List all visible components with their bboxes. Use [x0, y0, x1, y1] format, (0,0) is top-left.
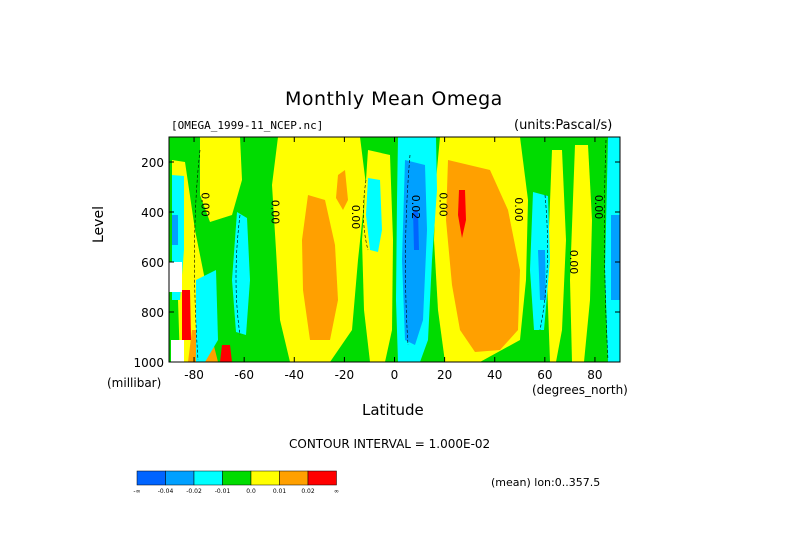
contour-label: 0.00: [199, 192, 212, 217]
colorbar-level-label: 0.01: [273, 488, 287, 495]
contour-region: [182, 290, 191, 340]
contour-label: 0.00: [349, 205, 362, 230]
x-axis-unit: (degrees_north): [532, 383, 628, 397]
x-tick-label: -80: [184, 368, 204, 382]
colorbar-swatch: [307, 470, 337, 486]
x-tick-label: 20: [437, 368, 452, 382]
contour-region: [336, 170, 348, 210]
colorbar-swatch: [136, 470, 166, 486]
x-tick-label: -20: [335, 368, 355, 382]
y-tick-label: 200: [141, 156, 164, 170]
colorbar-level-label: -0.02: [186, 488, 202, 495]
colorbar-swatch: [193, 470, 223, 486]
contour-region: [538, 250, 546, 300]
y-tick-label: 800: [141, 306, 164, 320]
x-tick-label: 80: [587, 368, 602, 382]
colorbar-level-label: -0.01: [215, 488, 231, 495]
contour-region: [413, 210, 419, 250]
filled-contours: [169, 137, 620, 362]
colorbar-level-label: -∞: [133, 488, 140, 495]
contour-region: [366, 178, 382, 252]
contour-region: [220, 345, 232, 362]
contour-region: [570, 145, 592, 362]
x-tick-label: 40: [487, 368, 502, 382]
contour-region: [458, 190, 466, 238]
contour-labels: 0.00 0.00 0.00 0.02 0.00 0.00 0.00 0.00: [199, 192, 605, 274]
y-tick-label: 600: [141, 256, 164, 270]
contour-region: [402, 160, 427, 345]
contour-region: [196, 270, 218, 362]
contour-region: [172, 215, 178, 245]
y-tick-label: 1000: [133, 356, 164, 370]
colorbar-swatch: [279, 470, 309, 486]
colorbar-level-label: ∞: [334, 488, 339, 495]
contour-region: [200, 137, 242, 222]
units-label: (units:Pascal/s): [514, 118, 613, 133]
x-tick-label: -60: [234, 368, 254, 382]
missing-data-area: [171, 340, 184, 362]
colorbar-swatch: [250, 470, 280, 486]
y-axis-label: Level: [91, 206, 107, 243]
contour-line: [604, 139, 609, 361]
y-axis-unit: (millibar): [107, 376, 162, 390]
axis-ticks: -80 -60 -40 -20 0 20 40 60 80 200 400 600 800 1000: [133, 137, 620, 382]
colorbar-level-label: 0.02: [301, 488, 315, 495]
contour-region: [611, 215, 620, 300]
file-name-label: [OMEGA_1999-11_NCEP.nc]: [171, 119, 324, 132]
contour-label: 0.02: [409, 195, 422, 220]
contour-line: [194, 149, 201, 361]
x-tick-label: -40: [284, 368, 304, 382]
contour-label: 0.00: [512, 197, 525, 222]
contour-line: [363, 179, 369, 251]
contour-line: [235, 214, 241, 336]
contour-label: 0.00: [567, 250, 580, 275]
contour-label: 0.00: [437, 192, 450, 217]
colorbar-swatch: [222, 470, 252, 486]
contour-interval-note: CONTOUR INTERVAL = 1.000E-02: [289, 437, 491, 451]
colorbar-swatch: [165, 470, 195, 486]
colorbar-level-label: 0.0: [246, 488, 256, 495]
contour-line: [539, 194, 548, 331]
contour-label: 0.00: [269, 200, 282, 225]
contour-line: [405, 154, 411, 346]
x-tick-label: 60: [537, 368, 552, 382]
contour-region: [547, 150, 566, 362]
x-axis-label: Latitude: [362, 401, 424, 419]
x-tick-label: 0: [391, 368, 399, 382]
colorbar-level-label: -0.04: [158, 488, 174, 495]
y-tick-label: 400: [141, 206, 164, 220]
missing-data-area: [169, 262, 182, 292]
chart-title: Monthly Mean Omega: [285, 88, 503, 110]
colorbar: -∞ -0.04 -0.02 -0.01 0.0 0.01 0.02 ∞: [133, 470, 339, 495]
contour-label: 0.00: [592, 195, 605, 220]
contour-region: [232, 212, 250, 335]
averaging-note: (mean) lon:0..357.5: [491, 476, 601, 489]
contour-region: [302, 195, 338, 340]
